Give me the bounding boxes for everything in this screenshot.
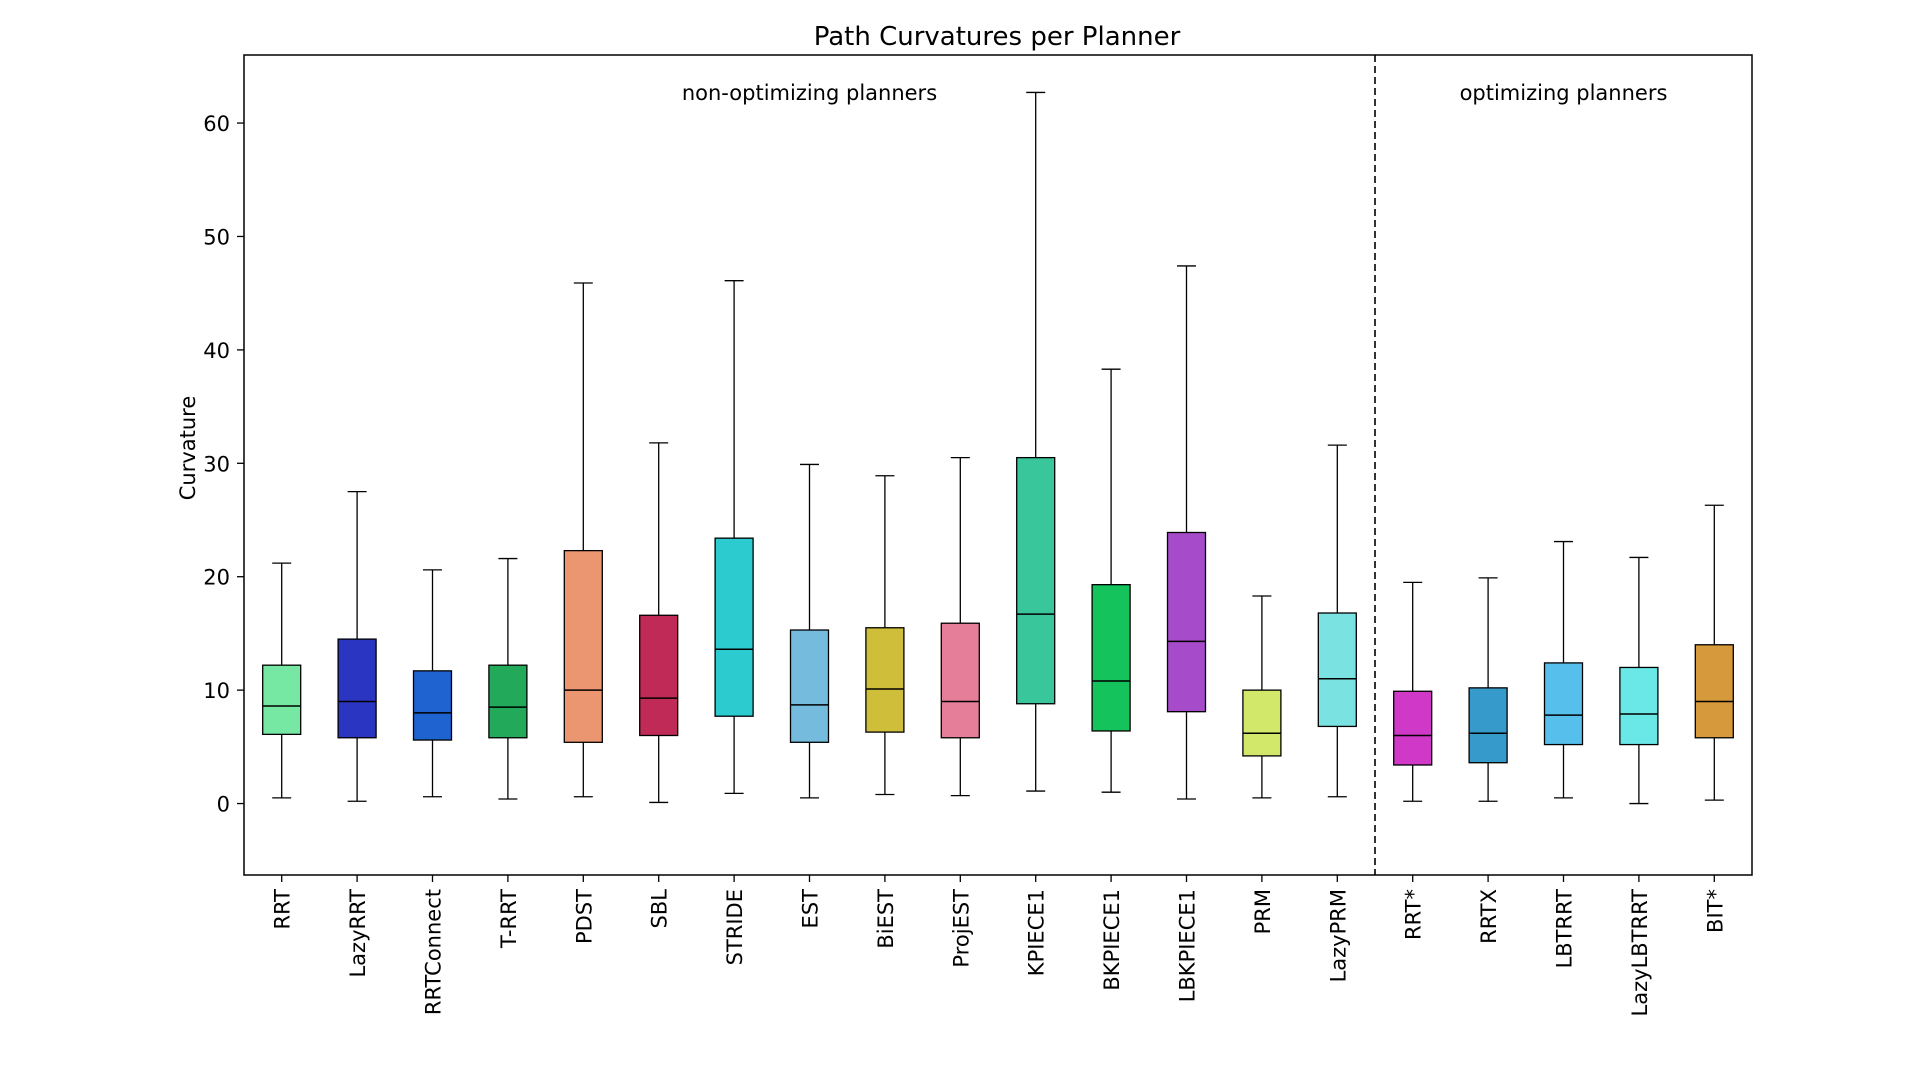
box-LazyLBTRRT [1619,556,1659,805]
x-tick-label: PRM [1251,889,1275,934]
x-tick-label: LazyPRM [1326,889,1350,982]
chart-title: Path Curvatures per Planner [814,22,1181,52]
box-RRTX [1468,577,1508,802]
iqr-box [865,627,905,733]
group-label: non-optimizing planners [682,81,937,105]
box-LazyRRT [337,491,377,802]
group-label: optimizing planners [1460,81,1668,105]
y-axis-label: Curvature [176,396,200,501]
iqr-box [714,537,754,717]
box-BIT* [1694,504,1734,801]
y-tick-label: 10 [203,679,230,703]
x-tick-label: LazyLBTRRT [1628,889,1652,1017]
iqr-box [563,549,603,743]
iqr-box [412,670,453,741]
x-tick-label: T-RRT [497,889,521,949]
x-tick-label: BKPIECE1 [1100,889,1124,991]
iqr-box [639,614,679,737]
box-LBKPIECE1 [1166,265,1207,800]
x-tick-label: STRIDE [723,889,747,965]
x-tick-label: EST [799,889,823,929]
iqr-box [940,622,980,739]
box-RRT* [1393,581,1433,802]
y-tick-label: 60 [203,112,230,136]
iqr-box [1166,531,1207,713]
iqr-box [1242,689,1282,757]
box-RRT [262,562,302,799]
x-tick-label: RRT [271,889,295,930]
x-tick-label: BiEST [874,889,898,949]
iqr-box [1393,690,1433,766]
iqr-box [262,664,302,736]
iqr-box [1694,644,1734,739]
chart-marks: 0 10 20 30 40 50 60 RRT LazyRRT RRTConnect T-RRT PD… [203,55,1734,1017]
box-PRM [1242,595,1282,799]
plot-area-frame [243,54,1753,876]
x-tick-label: BIT* [1703,889,1727,933]
x-tick-label: PDST [572,889,596,944]
box-LazyPRM [1317,444,1357,798]
x-tick-label: LBKPIECE1 [1176,889,1200,1002]
iqr-box [337,638,377,739]
iqr-box [488,664,528,739]
box-BKPIECE1 [1091,368,1131,793]
x-tick-label: RRTConnect [422,889,446,1015]
box-STRIDE [714,280,754,794]
y-tick-label: 0 [217,793,230,817]
x-tick-label: LazyRRT [346,889,370,978]
iqr-box [1016,456,1056,705]
box-T-RRT [488,557,528,800]
iqr-box [1619,666,1659,746]
y-tick-label: 20 [203,566,230,590]
box-LBTRRT [1543,540,1584,799]
box-ProjEST [940,456,980,797]
box-BiEST [865,475,905,796]
iqr-box [1468,687,1508,764]
x-tick-label: ProjEST [949,889,973,968]
x-tick-label: LBTRRT [1553,889,1577,969]
box-RRTConnect [412,569,453,798]
y-tick-label: 30 [203,452,230,476]
box-PDST [563,282,603,798]
x-tick-label: KPIECE1 [1025,889,1049,976]
iqr-box [1317,612,1357,728]
y-tick-label: 50 [203,225,230,249]
x-tick-label: RRT* [1402,889,1426,940]
iqr-box [789,629,830,743]
box-EST [789,463,830,799]
x-tick-label: RRTX [1477,889,1501,944]
box-SBL [639,442,679,804]
y-tick-label: 40 [203,339,230,363]
box-KPIECE1 [1016,91,1056,792]
iqr-box [1543,662,1584,746]
iqr-box [1091,584,1131,732]
x-tick-label: SBL [648,889,672,929]
